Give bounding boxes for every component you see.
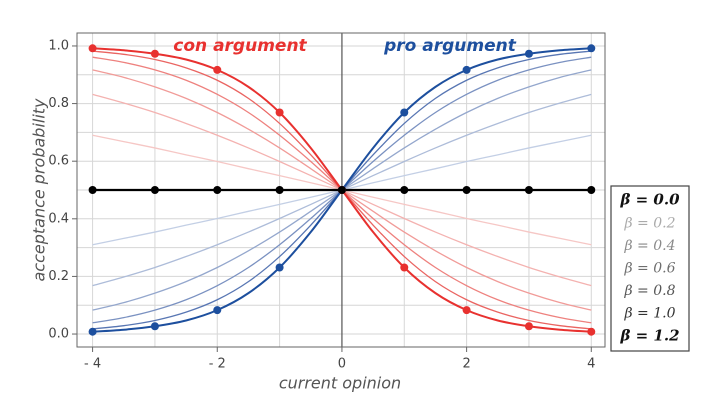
data-point — [400, 186, 409, 194]
legend-entry: β = 0.0 — [619, 191, 680, 209]
data-point — [400, 263, 409, 272]
data-point — [88, 44, 97, 53]
data-point — [462, 186, 471, 194]
data-point — [150, 49, 159, 58]
data-point — [462, 65, 471, 74]
y-tick-label: 0.2 — [48, 269, 69, 284]
x-axis-label: current opinion — [279, 374, 401, 393]
data-point — [462, 306, 471, 315]
data-point — [275, 263, 284, 272]
data-point — [587, 44, 596, 53]
data-point — [587, 186, 596, 194]
data-point — [337, 186, 346, 194]
data-point — [213, 186, 222, 194]
y-tick-label: 0.0 — [48, 327, 69, 342]
legend-entry: β = 0.8 — [624, 283, 676, 299]
y-tick-label: 0.4 — [48, 211, 69, 226]
plot-frame — [76, 32, 606, 348]
legend-entry: β = 0.6 — [624, 261, 676, 277]
y-tick-label: 0.8 — [48, 96, 69, 111]
data-point — [524, 322, 533, 331]
data-point — [524, 186, 533, 194]
x-tick-label: - 4 — [84, 357, 101, 372]
annotation: con argument — [173, 36, 307, 56]
data-point — [150, 186, 159, 194]
legend-box — [610, 185, 690, 352]
data-point — [275, 186, 284, 194]
y-axis-label: acceptance probability — [30, 98, 49, 282]
legend-entry: β = 1.0 — [624, 306, 676, 322]
data-point — [275, 108, 284, 117]
y-tick-label: 0.6 — [48, 154, 69, 169]
data-point — [213, 65, 222, 74]
annotation: pro argument — [383, 36, 517, 56]
data-point — [213, 306, 222, 315]
x-tick-label: - 2 — [209, 357, 226, 372]
data-point — [88, 327, 97, 336]
data-point — [524, 49, 533, 58]
legend-entry: β = 0.2 — [624, 215, 676, 231]
y-tick-label: 1.0 — [48, 38, 69, 53]
data-point — [400, 108, 409, 117]
x-tick-label: 2 — [462, 357, 470, 372]
x-tick-label: 0 — [338, 357, 346, 372]
legend-entry: β = 1.2 — [619, 326, 679, 344]
data-point — [88, 186, 97, 194]
data-point — [150, 322, 159, 331]
legend-entry: β = 0.4 — [624, 238, 676, 254]
x-tick-label: 4 — [587, 357, 595, 372]
data-point — [587, 327, 596, 336]
